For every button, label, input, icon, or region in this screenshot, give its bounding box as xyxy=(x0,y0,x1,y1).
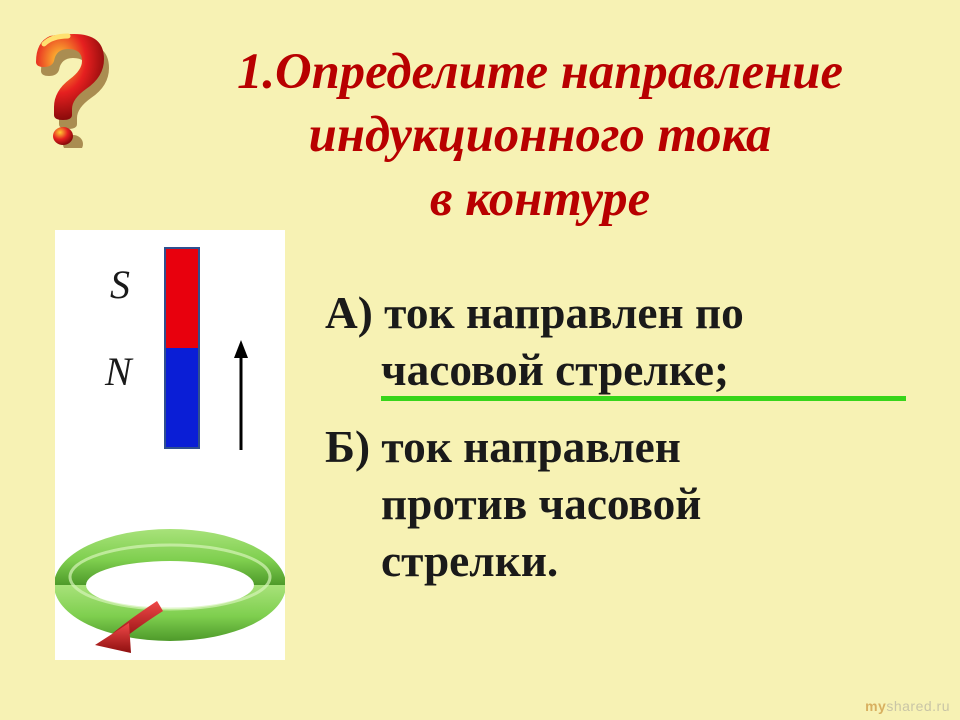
option-b-line1: Б) ток направлен xyxy=(325,422,681,472)
question-title: 1.Определите направление индукционного т… xyxy=(180,40,900,230)
watermark-rest: shared.ru xyxy=(886,698,950,714)
motion-arrow-up xyxy=(234,340,248,450)
question-mark-icon xyxy=(30,28,115,148)
option-a-line1: А) ток направлен по xyxy=(325,288,744,338)
option-b[interactable]: Б) ток направлен против часовой стрелки. xyxy=(325,419,900,589)
physics-diagram: S N xyxy=(55,230,285,660)
option-b-line3: стрелки. xyxy=(325,533,900,590)
pole-label-n: N xyxy=(104,349,134,394)
option-a-line2: часовой стрелке; xyxy=(325,342,900,399)
conducting-loop xyxy=(55,529,285,653)
title-line1: 1.Определите направление xyxy=(237,43,843,99)
pole-label-s: S xyxy=(110,262,130,307)
option-a[interactable]: А) ток направлен по часовой стрелке; xyxy=(325,285,900,401)
watermark-prefix: my xyxy=(865,698,886,714)
title-line2: индукционного тока xyxy=(309,106,772,162)
slide: 1.Определите направление индукционного т… xyxy=(0,0,960,720)
watermark: myshared.ru xyxy=(865,698,950,714)
title-line3: в контуре xyxy=(430,170,650,226)
answer-options: А) ток направлен по часовой стрелке; Б) … xyxy=(325,285,900,607)
option-b-line2: против часовой xyxy=(325,476,900,533)
bar-magnet xyxy=(165,248,199,448)
